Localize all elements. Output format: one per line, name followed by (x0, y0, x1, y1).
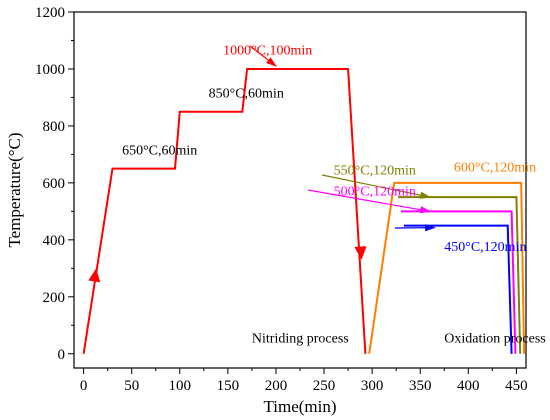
pointer-arrow-1000 (249, 45, 277, 67)
annotation-label-3: 550°C,120min (334, 163, 416, 178)
y-tick-label: 800 (43, 119, 66, 135)
x-tick-label: 350 (409, 378, 432, 394)
x-tick-label: 100 (169, 378, 192, 394)
cooling-arrow (354, 246, 367, 260)
x-axis-title: Time(min) (263, 397, 336, 416)
y-tick-label: 0 (58, 347, 66, 363)
x-tick-label: 0 (80, 378, 88, 394)
y-tick-label: 400 (43, 233, 66, 249)
annotation-label-1: 850°C,60min (209, 86, 284, 101)
x-tick-label: 400 (457, 378, 480, 394)
annotation-label-0: 1000°C,100min (223, 44, 312, 59)
x-tick-label: 250 (313, 378, 336, 394)
series-line-1 (368, 181, 526, 354)
x-tick-label: 150 (217, 378, 240, 394)
x-tick-label: 200 (265, 378, 288, 394)
pointer-arrow-550 (321, 174, 432, 199)
pointer-arrow-500 (307, 189, 432, 214)
x-tick-label: 50 (124, 378, 139, 394)
annotation-label-7: Nitriding process (252, 331, 349, 346)
y-tick-label: 600 (43, 176, 66, 192)
annotation-label-5: 500°C,120min (334, 185, 416, 200)
series-line-3 (401, 210, 517, 354)
axis-ticks: 0 50 100 150 200 250 300 350 400 450 0 200 400 600 800… (35, 5, 528, 394)
annotation-arrows (88, 45, 436, 283)
y-axis-title: Temperature(°C) (5, 132, 24, 247)
y-tick-label: 1000 (35, 62, 65, 78)
annotation-label-4: 600°C,120min (454, 160, 536, 175)
plot-frame (73, 11, 527, 369)
y-tick-label: 1200 (35, 5, 65, 21)
heating-arrow (88, 268, 101, 283)
annotation-label-6: 450°C,120min (444, 240, 526, 255)
x-tick-label: 450 (505, 378, 528, 394)
series-line-4 (403, 224, 513, 354)
y-tick-label: 200 (43, 290, 66, 306)
series-line-0 (82, 68, 367, 354)
x-tick-label: 300 (361, 378, 384, 394)
annotation-labels: 1000°C,100min 850°C,60min 650°C,60min 550°C… (122, 44, 546, 347)
series-group (82, 68, 526, 354)
series-line-2 (398, 196, 522, 354)
annotation-label-2: 650°C,60min (122, 143, 197, 158)
annotation-label-8: Oxidation process (444, 331, 545, 346)
